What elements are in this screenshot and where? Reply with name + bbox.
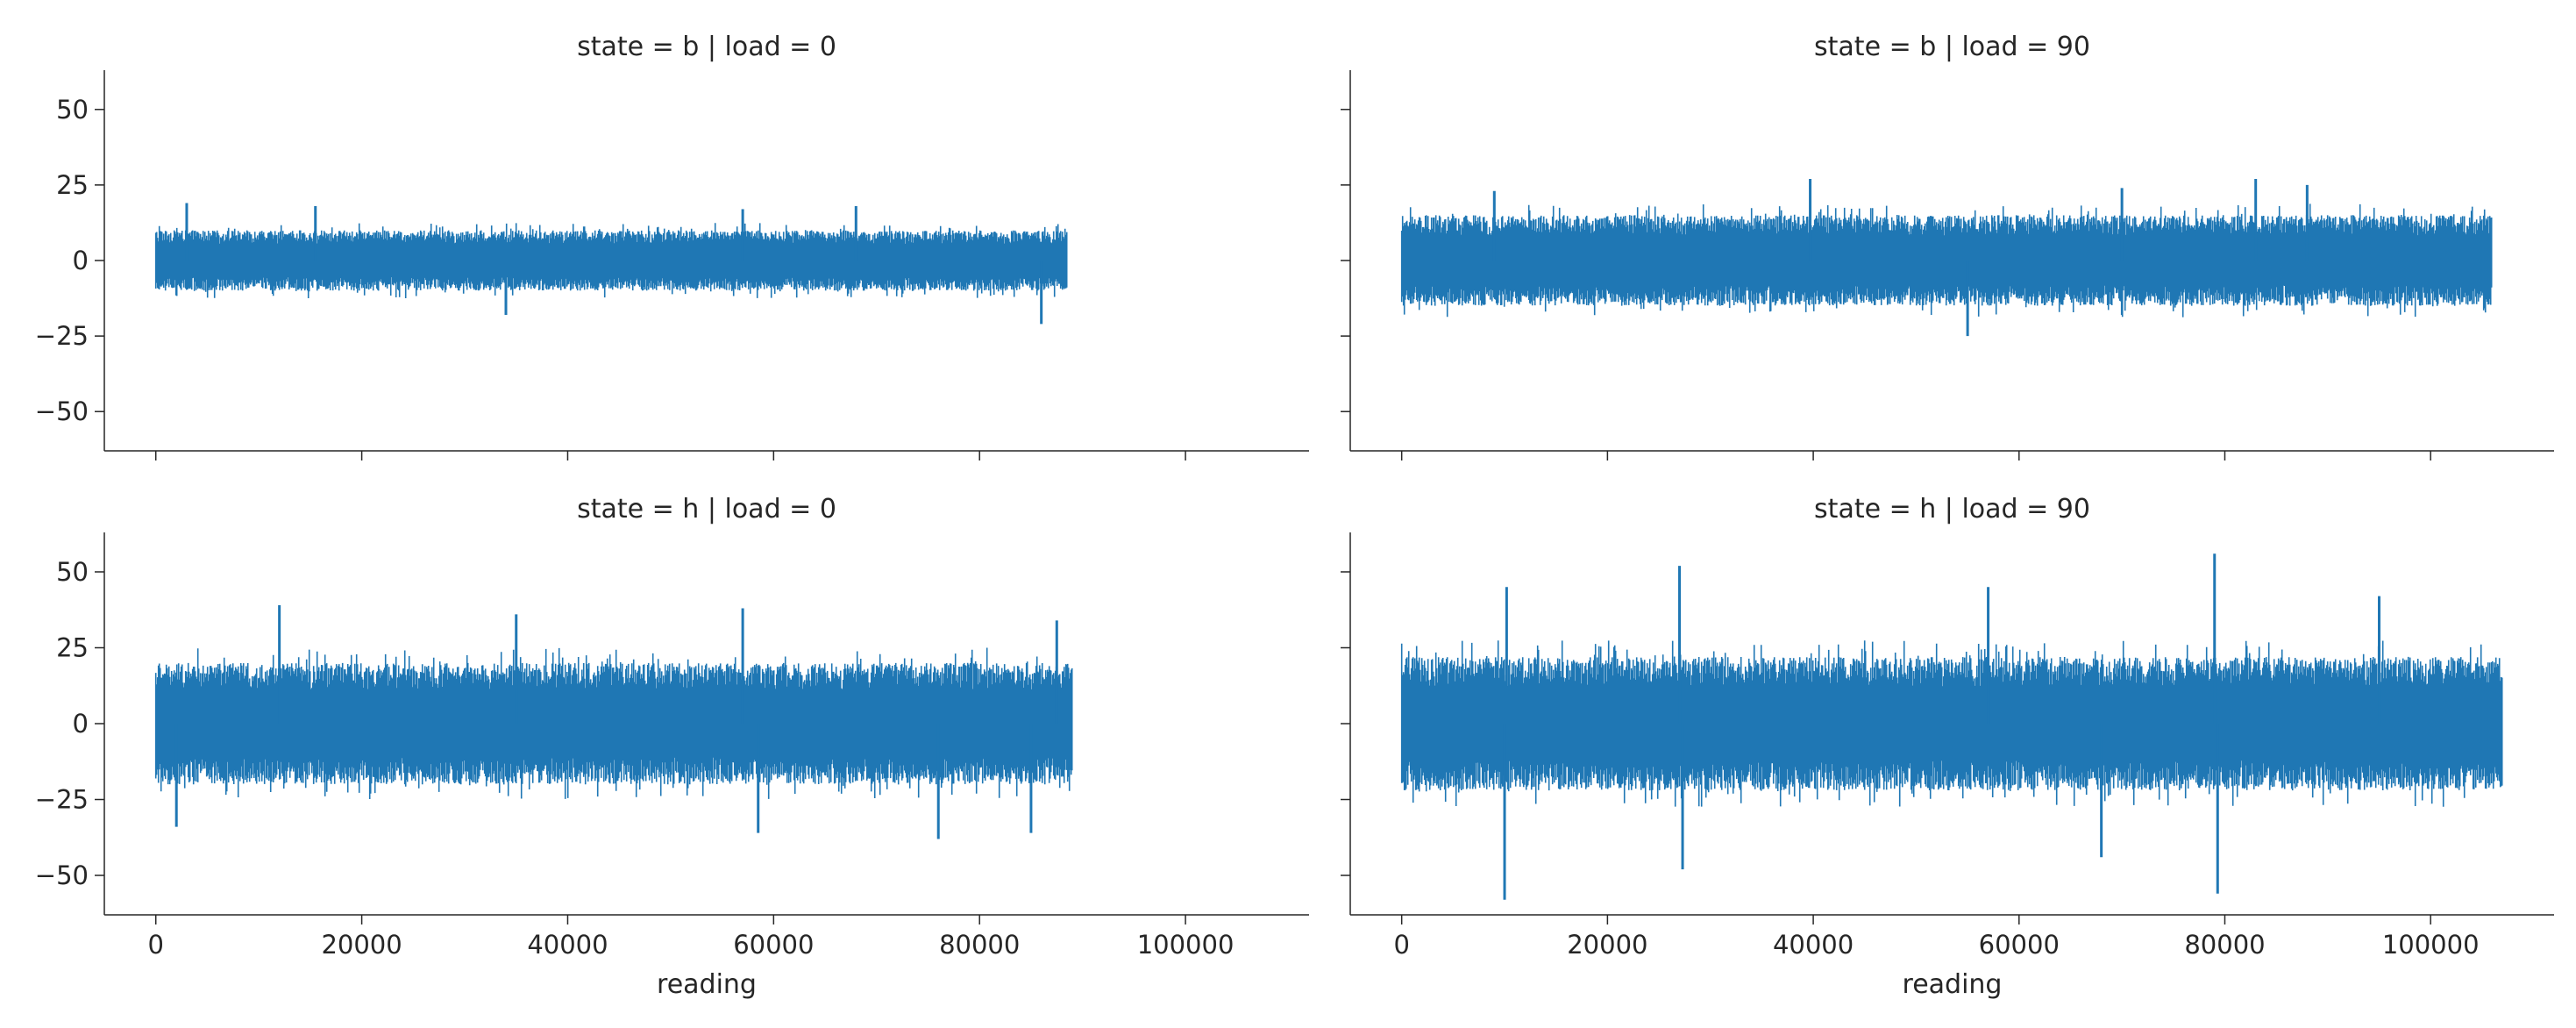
y-tick-label: −25 bbox=[35, 321, 89, 351]
y-tick-label: 25 bbox=[56, 170, 89, 200]
x-tick-label: 80000 bbox=[2184, 930, 2265, 960]
x-tick-label: 80000 bbox=[939, 930, 1020, 960]
x-tick-label: 40000 bbox=[527, 930, 608, 960]
y-tick-label: 50 bbox=[56, 95, 89, 125]
y-tick-label: 0 bbox=[73, 709, 89, 739]
series-line bbox=[1400, 640, 2503, 807]
facet-panel: state = b | load = 0 50 25 0 −25 −50 bbox=[35, 32, 1309, 460]
x-tick-label: 60000 bbox=[733, 930, 814, 960]
x-tick-label: 60000 bbox=[1979, 930, 2060, 960]
x-axis-label: reading bbox=[1903, 969, 2003, 1000]
y-tick-label: −25 bbox=[35, 785, 89, 815]
facet-panel: state = b | load = 90 bbox=[1341, 32, 2554, 460]
panel-title: state = h | load = 90 bbox=[1814, 494, 2090, 525]
x-tick-label: 40000 bbox=[1773, 930, 1854, 960]
series-line bbox=[154, 647, 1073, 799]
y-tick-label: 25 bbox=[56, 632, 89, 662]
panel-title: state = b | load = 0 bbox=[577, 32, 836, 62]
y-tick-label: −50 bbox=[35, 396, 89, 426]
x-tick-label: 100000 bbox=[2382, 930, 2480, 960]
facet-panel: state = h | load = 90 0 20000 40000 60000 800… bbox=[1341, 494, 2554, 1000]
series-line bbox=[1400, 203, 2493, 318]
x-tick-label: 20000 bbox=[321, 930, 402, 960]
x-axis-label: reading bbox=[657, 969, 757, 1000]
facet-panel: state = h | load = 0 50 25 0 −25 −50 0 20000 400… bbox=[35, 494, 1309, 1000]
series-line bbox=[154, 223, 1068, 298]
panel-title: state = h | load = 0 bbox=[577, 494, 836, 525]
x-tick-label: 0 bbox=[1393, 930, 1409, 960]
y-tick-label: 50 bbox=[56, 557, 89, 587]
x-tick-label: 0 bbox=[147, 930, 163, 960]
panel-title: state = b | load = 90 bbox=[1814, 32, 2090, 62]
x-tick-label: 100000 bbox=[1137, 930, 1235, 960]
y-tick-label: 0 bbox=[73, 246, 89, 275]
y-tick-label: −50 bbox=[35, 860, 89, 890]
x-tick-label: 20000 bbox=[1567, 930, 1647, 960]
